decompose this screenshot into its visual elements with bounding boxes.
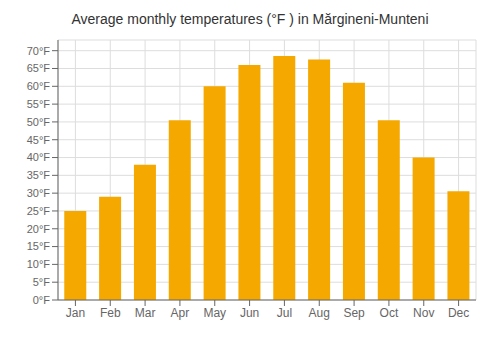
svg-text:Aug: Aug — [309, 306, 330, 320]
svg-text:0°F: 0°F — [33, 294, 51, 306]
svg-text:Nov: Nov — [413, 306, 434, 320]
svg-text:Oct: Oct — [380, 306, 399, 320]
svg-text:Sep: Sep — [343, 306, 365, 320]
svg-text:45°F: 45°F — [27, 134, 51, 146]
svg-text:65°F: 65°F — [27, 62, 51, 74]
svg-text:10°F: 10°F — [27, 258, 51, 270]
svg-text:40°F: 40°F — [27, 151, 51, 163]
svg-text:25°F: 25°F — [27, 205, 51, 217]
svg-text:50°F: 50°F — [27, 116, 51, 128]
svg-text:35°F: 35°F — [27, 169, 51, 181]
svg-text:20°F: 20°F — [27, 223, 51, 235]
html-text:Average monthly temperatures (: Average monthly temperatures (°F ) in Mă… — [71, 11, 429, 27]
svg-text:60°F: 60°F — [27, 80, 51, 92]
svg-text:55°F: 55°F — [27, 98, 51, 110]
svg-text:5°F: 5°F — [33, 276, 51, 288]
svg-text:Feb: Feb — [100, 306, 121, 320]
svg-text:Dec: Dec — [448, 306, 469, 320]
svg-text:Jul: Jul — [277, 306, 292, 320]
svg-text:Mar: Mar — [135, 306, 156, 320]
svg-text:May: May — [203, 306, 226, 320]
svg-text:15°F: 15°F — [27, 240, 51, 252]
svg-text:30°F: 30°F — [27, 187, 51, 199]
svg-text:Jun: Jun — [240, 306, 259, 320]
svg-text:70°F: 70°F — [27, 45, 51, 57]
svg-text:Apr: Apr — [171, 306, 190, 320]
svg-text:Jan: Jan — [66, 306, 85, 320]
